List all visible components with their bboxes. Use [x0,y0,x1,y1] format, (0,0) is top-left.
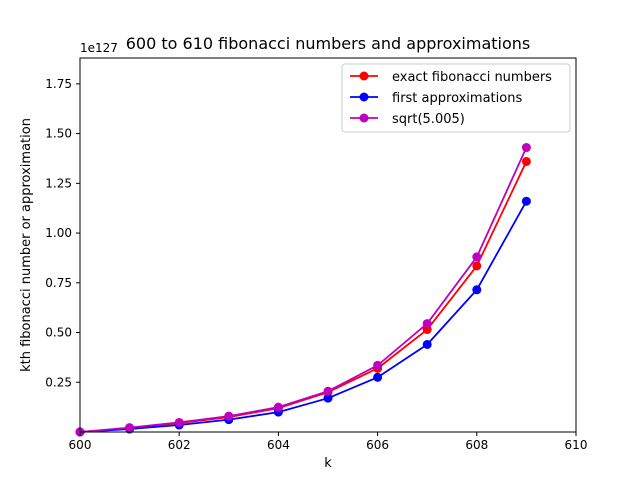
x-tick-label-608: 608 [465,438,488,452]
x-tick-label-602: 602 [168,438,191,452]
legend-label-sqrt: sqrt(5.005) [392,112,465,127]
legend-entry-sqrt: sqrt(5.005) [350,112,465,127]
y-tick-label-0-75: 0.75 [45,276,72,290]
chart-title: 600 to 610 fibonacci numbers and approxi… [126,34,530,53]
point-first-approximations-609 [521,196,531,206]
point-sqrt-609 [521,143,531,153]
y-tick-label-0-5: 0.50 [45,326,72,340]
point-first-approximations-605 [323,393,333,403]
series-line-sqrt [79,147,528,433]
series-line-first-approximations [79,200,528,433]
series-layer [75,143,531,437]
legend-marker-first-approximations [359,92,369,102]
point-sqrt-608 [472,252,482,262]
y-tick-label-1-75: 1.75 [45,77,72,91]
point-sqrt-606 [373,360,383,370]
x-tick-label-604: 604 [267,438,290,452]
x-axis: 600 602 604 606 608 610 [69,432,588,452]
x-tick-label-610: 610 [565,438,588,452]
point-sqrt-601 [125,423,135,433]
legend: exact fibonacci numbers first approximat… [341,63,571,133]
legend-box [341,63,571,133]
x-axis-label: k [324,456,332,471]
y-tick-label-1: 1.00 [45,226,72,240]
x-tick-label-606: 606 [366,438,389,452]
point-exact-609 [521,156,531,166]
point-sqrt-602 [174,417,184,427]
y-tick-label-1-5: 1.50 [45,127,72,141]
point-sqrt-604 [273,402,283,412]
point-sqrt-607 [422,319,432,329]
point-sqrt-605 [323,386,333,396]
y-offset-label: 1e127 [80,41,118,55]
point-exact-608 [472,261,482,271]
y-tick-label-1-25: 1.25 [45,176,72,190]
plot-frame [79,57,577,433]
x-tick-label-600: 600 [69,438,92,452]
point-first-approximations-607 [422,339,432,349]
legend-entry-first-approximations: first approximations [350,91,522,106]
legend-marker-sqrt [359,113,369,123]
series-sqrt [75,143,531,437]
y-axis: 0.25 0.50 0.75 1.00 1.25 1.50 1.75 [45,77,80,389]
legend-entry-exact: exact fibonacci numbers [350,70,552,85]
legend-marker-exact [359,71,369,81]
y-axis-label: kth fibonacci number or approximation [19,118,34,372]
y-tick-label-0-25: 0.25 [45,375,72,389]
legend-label-exact: exact fibonacci numbers [392,70,552,85]
point-first-approximations-608 [472,285,482,295]
legend-label-first-approximations: first approximations [392,91,522,106]
point-sqrt-603 [224,411,234,421]
point-first-approximations-606 [373,372,383,382]
